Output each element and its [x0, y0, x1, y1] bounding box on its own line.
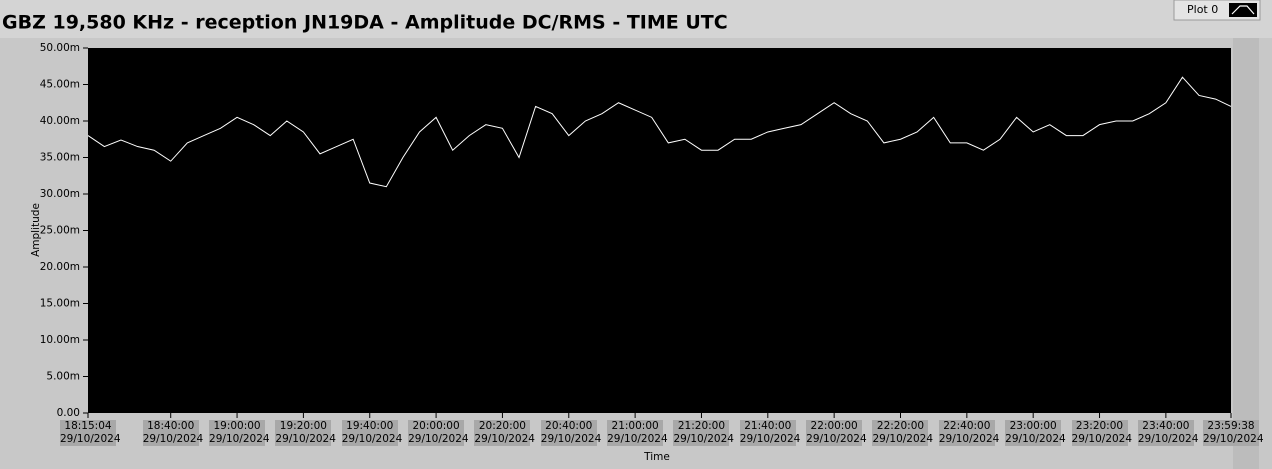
x-tick-label: 20:40:00 29/10/2024 — [540, 420, 602, 446]
x-tick-label: 23:40:00 29/10/2024 — [1137, 420, 1199, 446]
x-tick-label: 23:59:38 29/10/2024 — [1203, 420, 1264, 446]
legend-swatch — [1229, 3, 1257, 17]
chart-title: GBZ 19,580 KHz - reception JN19DA - Ampl… — [2, 12, 728, 34]
x-tick-label: 18:15:04 29/10/2024 — [60, 420, 121, 446]
y-tick-label: 0.00 — [57, 407, 80, 419]
legend-line — [1231, 5, 1255, 15]
y-tick-label: 30.00m — [40, 188, 80, 200]
x-tick-label: 22:00:00 29/10/2024 — [806, 420, 867, 446]
y-tick-label: 25.00m — [40, 225, 80, 237]
x-tick-label: 21:00:00 29/10/2024 — [607, 420, 668, 446]
plot-area — [88, 48, 1231, 413]
y-tick-label: 20.00m — [40, 261, 80, 273]
y-tick-label: 40.00m — [40, 115, 80, 127]
x-tick-label: 23:20:00 29/10/2024 — [1071, 420, 1133, 446]
legend-label: Plot 0 — [1187, 3, 1218, 16]
x-tick-label: 21:40:00 29/10/2024 — [739, 420, 801, 446]
y-axis-label: Amplitude — [30, 203, 42, 257]
x-tick-label: 22:40:00 29/10/2024 — [938, 420, 1000, 446]
x-tick-label: 20:20:00 29/10/2024 — [474, 420, 535, 446]
x-tick-label: 19:00:00 29/10/2024 — [209, 420, 270, 446]
x-tick-label: 20:00:00 29/10/2024 — [408, 420, 469, 446]
y-tick-label: 5.00m — [46, 371, 80, 383]
x-tick-label: 23:00:00 29/10/2024 — [1005, 420, 1066, 446]
x-tick-label: 19:40:00 29/10/2024 — [341, 420, 403, 446]
y-tick-label: 15.00m — [40, 298, 80, 310]
y-tick-label: 35.00m — [40, 152, 80, 164]
y-tick-label: 45.00m — [40, 79, 80, 91]
x-tick-label: 21:20:00 29/10/2024 — [673, 420, 734, 446]
y-tick-label: 50.00m — [40, 42, 80, 54]
y-tick-label: 10.00m — [40, 334, 80, 346]
side-strip — [1233, 38, 1259, 469]
x-tick-label: 22:20:00 29/10/2024 — [872, 420, 934, 446]
x-tick-label: 19:20:00 29/10/2024 — [275, 420, 336, 446]
data-line — [87, 76, 1232, 188]
x-tick-label: 18:40:00 29/10/2024 — [142, 420, 204, 446]
x-axis-label: Time — [643, 451, 670, 463]
